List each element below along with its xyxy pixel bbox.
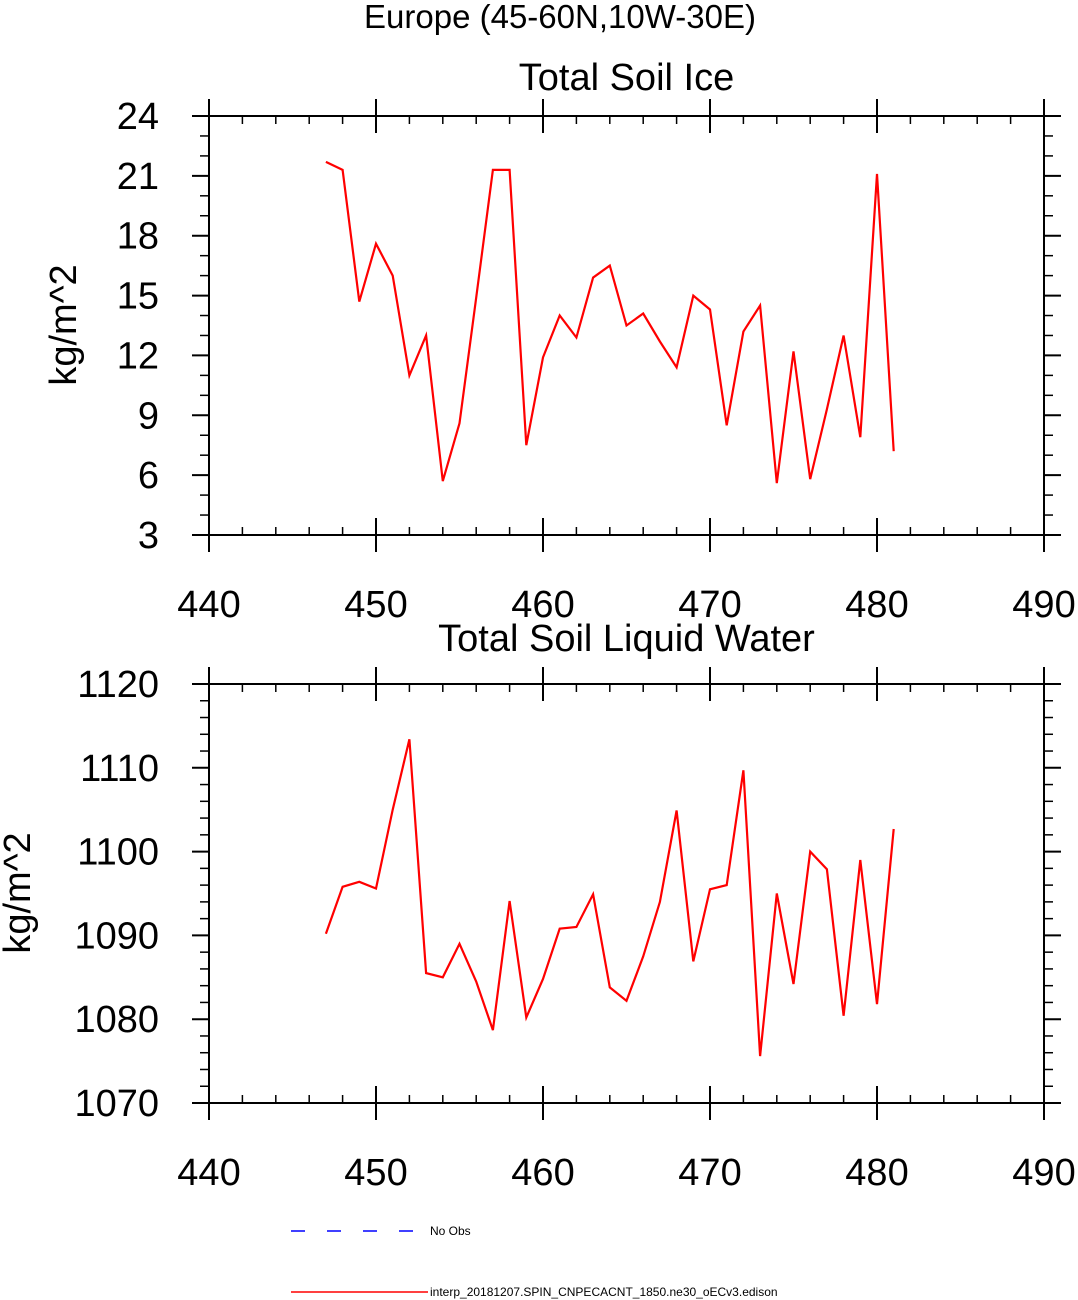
y-tick-label: 1110 xyxy=(80,748,159,790)
y-tick-label: 15 xyxy=(117,276,159,318)
y-tick-label: 12 xyxy=(117,335,159,377)
x-tick-label: 470 xyxy=(678,584,741,626)
x-tick-label: 440 xyxy=(177,1152,240,1194)
y-axis-label: kg/m^2 xyxy=(43,264,85,385)
legend-label: interp_20181207.SPIN_CNPECACNT_1850.ne30… xyxy=(430,1285,778,1299)
y-tick-label: 1090 xyxy=(74,915,159,957)
plot-frame xyxy=(208,115,1045,536)
chart-title: Total Soil Ice xyxy=(519,57,734,99)
y-tick-label: 6 xyxy=(138,455,159,497)
x-tick-label: 490 xyxy=(1012,1152,1075,1194)
x-tick-label: 490 xyxy=(1012,584,1075,626)
y-tick-label: 18 xyxy=(117,216,159,258)
chart-total-soil-ice: Total Soil Ice kg/m^2 440 450 460 470 480 490 3 6… xyxy=(43,57,1076,626)
chart-title: Total Soil Liquid Water xyxy=(438,618,815,660)
legend: No Obs interp_20181207.SPIN_CNPECACNT_185… xyxy=(291,1224,778,1299)
y-tick-label: 21 xyxy=(117,156,159,198)
page-title: Europe (45-60N,10W-30E) xyxy=(364,0,756,35)
x-tick-label: 450 xyxy=(344,584,407,626)
plot-frame xyxy=(208,683,1045,1104)
x-tick-label: 450 xyxy=(344,1152,407,1194)
series-line xyxy=(324,739,895,1057)
y-tick-label: 3 xyxy=(138,515,159,557)
legend-label: No Obs xyxy=(430,1224,471,1238)
x-tick-label: 480 xyxy=(845,1152,908,1194)
x-tick-label: 480 xyxy=(845,584,908,626)
series-line xyxy=(325,160,895,484)
y-tick-label: 9 xyxy=(138,395,159,437)
chart-total-soil-liquid-water: Total Soil Liquid Water kg/m^2 440 450 460 47… xyxy=(0,618,1076,1194)
y-tick-label: 1070 xyxy=(74,1083,159,1125)
y-tick-label: 1100 xyxy=(77,832,159,874)
x-tick-label: 460 xyxy=(511,584,574,626)
x-tick-label: 470 xyxy=(678,1152,741,1194)
y-axis-label: kg/m^2 xyxy=(0,832,39,953)
x-tick-label: 440 xyxy=(177,584,240,626)
y-tick-label: 1080 xyxy=(74,999,159,1041)
x-tick-label: 460 xyxy=(511,1152,574,1194)
y-tick-label: 1120 xyxy=(77,664,159,706)
y-tick-label: 24 xyxy=(117,96,159,138)
